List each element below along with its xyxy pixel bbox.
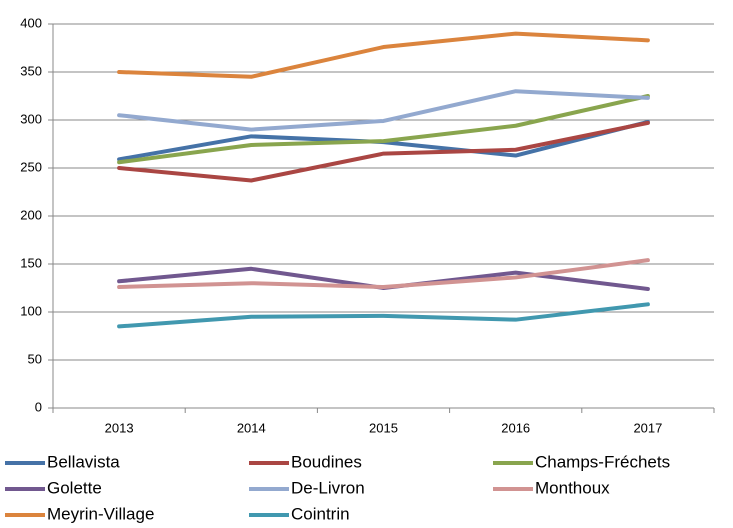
legend-label: Champs-Fréchets bbox=[535, 452, 670, 471]
x-tick-label: 2013 bbox=[105, 420, 134, 435]
y-tick-label: 400 bbox=[20, 15, 42, 30]
series-line bbox=[117, 89, 650, 132]
x-tick-label: 2015 bbox=[369, 420, 398, 435]
series-line bbox=[117, 94, 650, 165]
legend-label: Monthoux bbox=[535, 478, 610, 497]
legend-label: Cointrin bbox=[291, 504, 350, 523]
y-tick-label: 50 bbox=[28, 351, 42, 366]
y-tick-label: 200 bbox=[20, 207, 42, 222]
y-tick-label: 100 bbox=[20, 303, 42, 318]
legend-label: Golette bbox=[47, 478, 102, 497]
x-tick-label: 2017 bbox=[633, 420, 662, 435]
series-line bbox=[117, 258, 650, 290]
y-tick-label: 350 bbox=[20, 63, 42, 78]
legend-label: Meyrin-Village bbox=[47, 504, 154, 523]
legend-label: Boudines bbox=[291, 452, 362, 471]
series-line bbox=[117, 120, 650, 183]
legend-label: Bellavista bbox=[47, 452, 120, 471]
y-tick-label: 0 bbox=[35, 399, 42, 414]
y-tick-label: 300 bbox=[20, 111, 42, 126]
x-tick-label: 2016 bbox=[501, 420, 530, 435]
series-line bbox=[117, 31, 650, 79]
y-tick-label: 250 bbox=[20, 159, 42, 174]
legend-label: De-Livron bbox=[291, 478, 365, 497]
y-tick-label: 150 bbox=[20, 255, 42, 270]
series-line bbox=[117, 302, 650, 329]
x-tick-label: 2014 bbox=[237, 420, 266, 435]
